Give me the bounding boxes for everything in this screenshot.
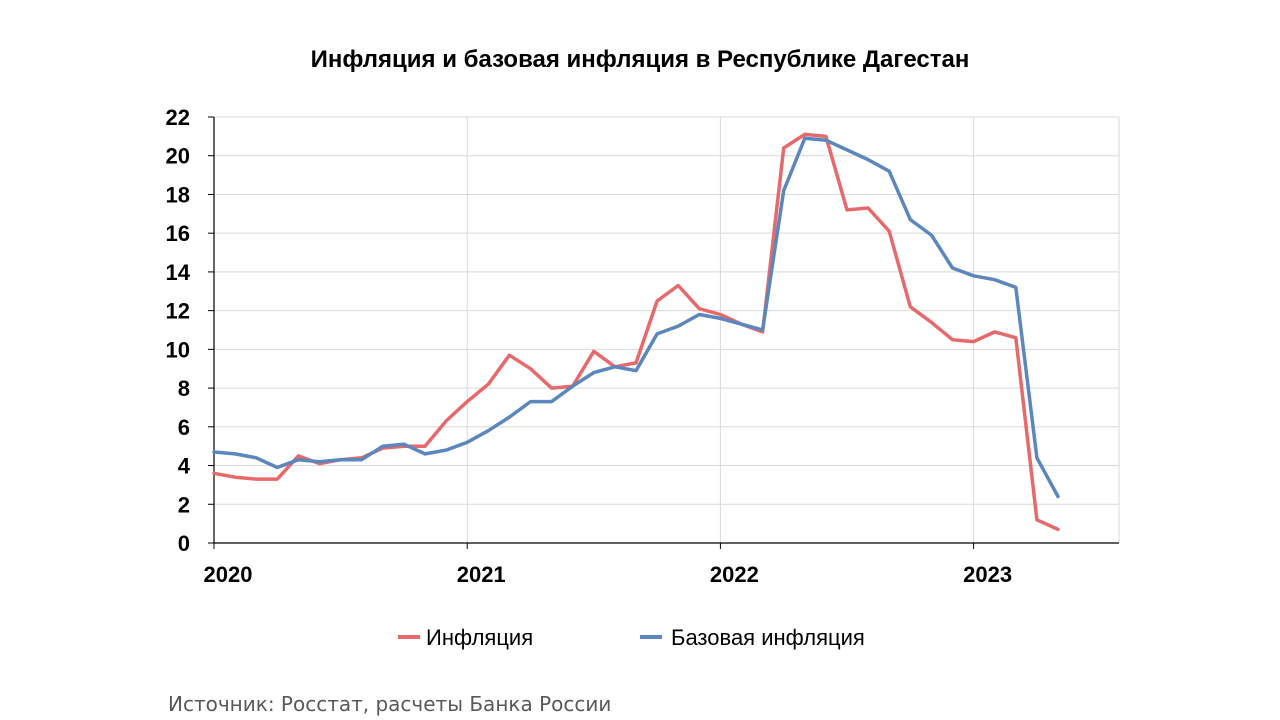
x-tick-label: 2022 [710,562,759,587]
series-lines [212,132,1060,532]
y-tick-label: 20 [166,144,190,169]
y-tick-label: 16 [166,221,190,246]
y-tick-label: 10 [166,337,190,362]
y-tick-label: 4 [178,454,191,479]
series-line-inflation [212,132,1060,532]
y-tick-label: 14 [166,260,191,285]
y-tick-label: 2 [178,492,190,517]
y-tick-label: 6 [178,415,190,440]
x-tick-label: 2023 [963,562,1012,587]
y-tick-label: 12 [166,299,190,324]
source-note: Источник: Росстат, расчеты Банка России [168,692,612,716]
x-tick-labels: 2020 2021 2022 2023 [204,562,1013,587]
legend-label-inflation: Инфляция [426,625,533,650]
gridlines [214,116,1120,543]
x-tick-label: 2020 [204,562,253,587]
x-tick-label: 2021 [457,562,506,587]
y-tick-label: 8 [178,376,190,401]
y-tick-label: 22 [166,105,190,130]
y-tick-label: 0 [178,531,190,556]
legend-label-core-inflation: Базовая инфляция [671,625,865,650]
y-tick-label: 18 [166,182,190,207]
legend: Инфляция Базовая инфляция [398,625,865,650]
series-line-core-inflation [212,136,1060,499]
y-tick-labels: 0 2 4 6 8 10 12 14 16 18 20 22 [166,105,191,556]
chart-title: Инфляция и базовая инфляция в Республике… [310,46,970,73]
